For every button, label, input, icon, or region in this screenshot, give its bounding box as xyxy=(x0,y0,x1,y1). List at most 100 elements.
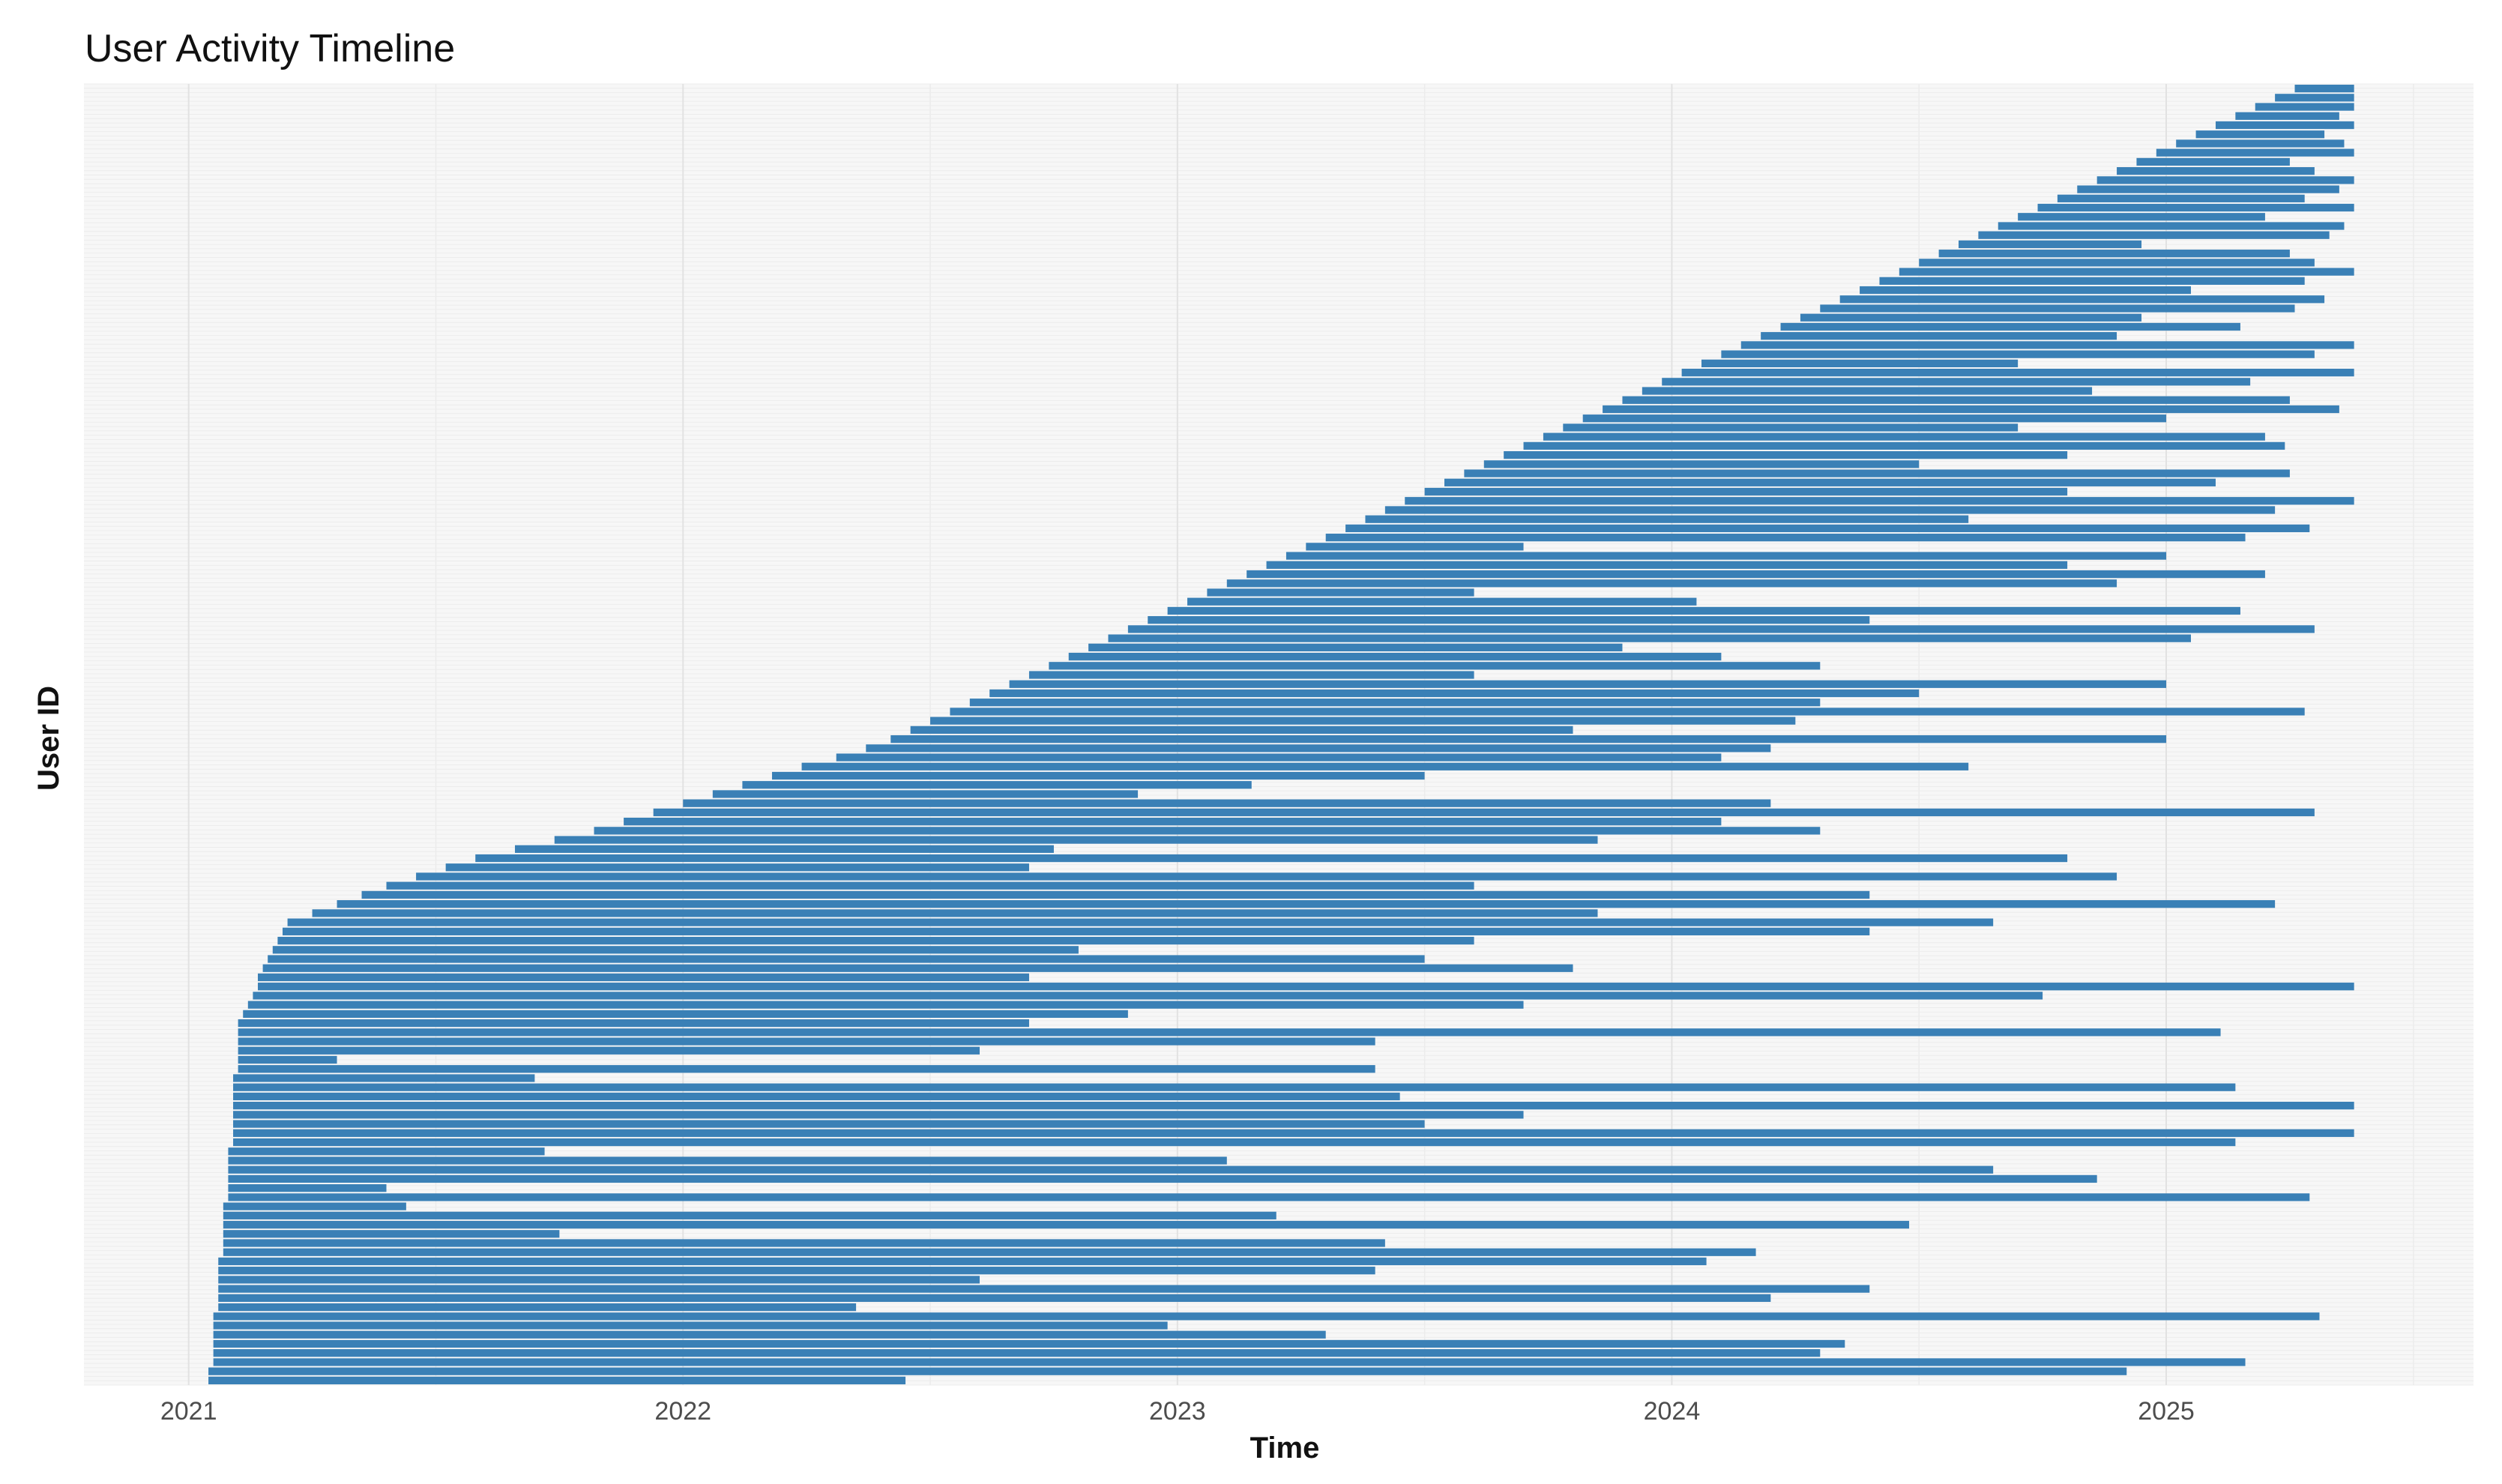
user-activity-bar xyxy=(969,699,1821,707)
user-activity-bar xyxy=(223,1211,1276,1219)
user-activity-bar xyxy=(213,1339,1845,1348)
user-activity-bar xyxy=(2018,213,2265,221)
user-activity-bar xyxy=(1681,368,2354,377)
user-activity-bar xyxy=(624,818,1722,826)
user-activity-bar xyxy=(2255,103,2354,111)
user-activity-bar xyxy=(653,808,2315,817)
user-activity-bar xyxy=(2037,203,2354,212)
user-activity-bar xyxy=(514,845,1054,853)
user-activity-bar xyxy=(228,1156,1227,1165)
user-activity-bar xyxy=(1504,450,2068,459)
user-activity-bar xyxy=(2136,157,2290,166)
user-activity-bar xyxy=(475,854,2068,863)
user-activity-bar xyxy=(1839,295,2325,304)
timeline-bars xyxy=(208,84,2354,1385)
user-activity-bar xyxy=(683,799,1771,807)
user-activity-bar xyxy=(712,790,1139,798)
user-activity-bar xyxy=(228,1147,545,1156)
user-activity-bar xyxy=(1761,332,2117,340)
user-activity-bar xyxy=(233,1083,2236,1091)
user-activity-bar xyxy=(1582,414,2167,423)
user-activity-bar xyxy=(1028,671,1474,679)
user-activity-bar xyxy=(1226,579,2117,588)
user-activity-bar xyxy=(1187,597,1697,606)
user-activity-bar xyxy=(1523,441,2285,450)
user-activity-bar xyxy=(1108,634,2191,642)
user-activity-bar xyxy=(1148,616,1870,624)
user-activity-bar xyxy=(866,744,1771,752)
user-activity-bar xyxy=(208,1367,2127,1375)
user-activity-bar xyxy=(2057,194,2305,202)
user-activity-bar xyxy=(2077,185,2339,193)
user-activity-bar xyxy=(228,1174,2097,1183)
user-activity-bar xyxy=(1642,387,2093,395)
user-activity-bar xyxy=(1938,250,2290,258)
user-activity-bar xyxy=(247,1001,1524,1009)
user-activity-bar xyxy=(228,1184,387,1192)
y-axis-title: User ID xyxy=(32,686,65,791)
user-activity-bar xyxy=(1464,469,2290,477)
x-axis-ticks: 2021 2022 2023 2024 2025 xyxy=(160,1397,2195,1426)
user-activity-bar xyxy=(238,1046,980,1055)
user-activity-bar xyxy=(2215,121,2354,130)
user-activity-bar xyxy=(416,872,2117,881)
user-activity-bar xyxy=(1563,423,2019,432)
user-activity-bar xyxy=(1127,625,2315,633)
user-activity-bar xyxy=(282,927,1870,935)
user-activity-bar xyxy=(386,881,1474,890)
user-activity-bar xyxy=(1740,341,2354,349)
user-activity-bar xyxy=(1167,606,2240,615)
user-activity-bar xyxy=(890,735,2167,743)
user-activity-bar xyxy=(1345,524,2310,533)
user-activity-bar xyxy=(213,1358,2246,1366)
user-activity-bar xyxy=(1306,543,1524,551)
user-activity-bar xyxy=(1384,506,2276,514)
user-activity-bar xyxy=(218,1285,1870,1293)
user-activity-bar xyxy=(1068,652,1722,661)
user-activity-bar xyxy=(1780,322,2240,331)
user-activity-bar xyxy=(2195,130,2325,139)
user-activity-bar xyxy=(1662,378,2251,386)
x-tick-label: 2024 xyxy=(1644,1397,1701,1426)
user-activity-bar xyxy=(233,1111,1524,1119)
user-activity-bar xyxy=(1899,268,2354,276)
user-activity-bar xyxy=(2117,167,2315,175)
user-activity-bar xyxy=(2156,148,2354,157)
user-activity-bar xyxy=(2235,112,2339,120)
user-activity-bar xyxy=(771,771,1425,780)
user-activity-bar xyxy=(218,1294,1771,1302)
user-activity-bar xyxy=(337,900,2276,908)
user-activity-bar xyxy=(989,689,1920,698)
user-activity-bar xyxy=(218,1267,1375,1275)
user-activity-bar xyxy=(213,1312,2320,1321)
user-activity-bar xyxy=(1365,515,1969,523)
user-activity-bar xyxy=(272,946,1079,954)
user-activity-bar xyxy=(930,717,1796,725)
user-activity-bar xyxy=(361,890,1870,899)
chart-title: User Activity Timeline xyxy=(85,27,455,70)
user-activity-bar xyxy=(910,726,1573,735)
user-activity-bar xyxy=(223,1248,1756,1256)
user-activity-bar xyxy=(1285,552,2167,560)
user-activity-bar xyxy=(218,1303,857,1312)
user-activity-bar xyxy=(1543,432,2265,441)
user-activity-bar xyxy=(1701,359,2019,368)
user-activity-bar xyxy=(223,1230,560,1238)
user-activity-bar xyxy=(554,836,1598,844)
user-activity-bar xyxy=(213,1321,1168,1330)
user-activity-bar xyxy=(1266,561,2068,569)
user-activity-bar xyxy=(218,1257,1707,1266)
user-activity-bar xyxy=(238,1055,337,1064)
user-activity-bar xyxy=(233,1129,2354,1137)
user-activity-bar xyxy=(801,762,1969,770)
user-activity-bar xyxy=(1424,487,2068,496)
x-tick-label: 2022 xyxy=(654,1397,711,1426)
user-activity-bar xyxy=(1207,588,1474,597)
user-activity-bar xyxy=(1405,497,2354,505)
user-activity-bar xyxy=(1622,396,2290,404)
x-tick-label: 2023 xyxy=(1149,1397,1206,1426)
user-activity-bar xyxy=(1325,534,2246,542)
user-activity-bar xyxy=(1998,222,2345,230)
user-activity-bar xyxy=(1919,259,2315,267)
